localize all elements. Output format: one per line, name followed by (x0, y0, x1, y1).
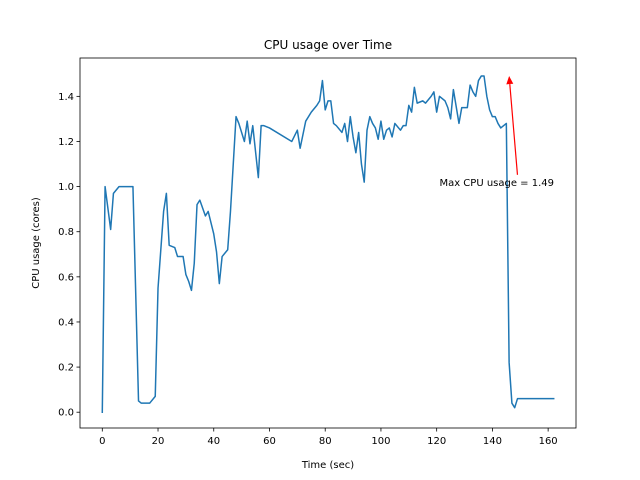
x-tick-label: 20 (152, 436, 165, 447)
series-line (101, 75, 555, 413)
x-axis-label: Time (sec) (301, 460, 354, 471)
x-tick-label: 80 (319, 436, 332, 447)
x-tick-label: 100 (371, 436, 390, 447)
chart-title: CPU usage over Time (264, 38, 392, 52)
x-tick-label: 40 (207, 436, 220, 447)
y-axis-label: CPU usage (cores) (31, 197, 42, 289)
y-tick-label: 0.6 (58, 272, 74, 283)
x-tick-label: 160 (539, 436, 558, 447)
plot-layer (101, 75, 555, 413)
axes-frame (79, 57, 577, 429)
y-tick-label: 0.0 (58, 408, 74, 419)
y-ticks: 0.0 0.2 0.4 0.6 0.8 1.0 1.2 1.4 (58, 92, 80, 419)
y-tick-label: 1.2 (58, 137, 74, 148)
annotation-label: Max CPU usage = 1.49 (439, 178, 554, 189)
y-tick-label: 1.0 (58, 182, 74, 193)
annotation-arrow (509, 83, 519, 175)
x-tick-label: 60 (263, 436, 276, 447)
x-ticks: 0 20 40 60 80 100 120 140 160 (99, 428, 558, 447)
annotation-arrow-head (506, 76, 514, 85)
x-tick-label: 140 (483, 436, 502, 447)
x-tick-label: 120 (427, 436, 446, 447)
y-tick-label: 0.8 (58, 227, 74, 238)
y-tick-label: 0.2 (58, 363, 74, 374)
annotation-layer: Max CPU usage = 1.49 (439, 76, 554, 189)
y-tick-label: 0.4 (58, 317, 74, 328)
x-tick-label: 0 (99, 436, 105, 447)
y-tick-label: 1.4 (58, 92, 74, 103)
